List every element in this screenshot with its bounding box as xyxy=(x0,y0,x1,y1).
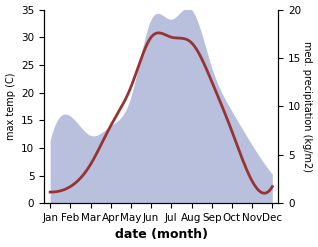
Y-axis label: med. precipitation (kg/m2): med. precipitation (kg/m2) xyxy=(302,41,313,172)
X-axis label: date (month): date (month) xyxy=(115,228,208,242)
Y-axis label: max temp (C): max temp (C) xyxy=(5,73,16,140)
